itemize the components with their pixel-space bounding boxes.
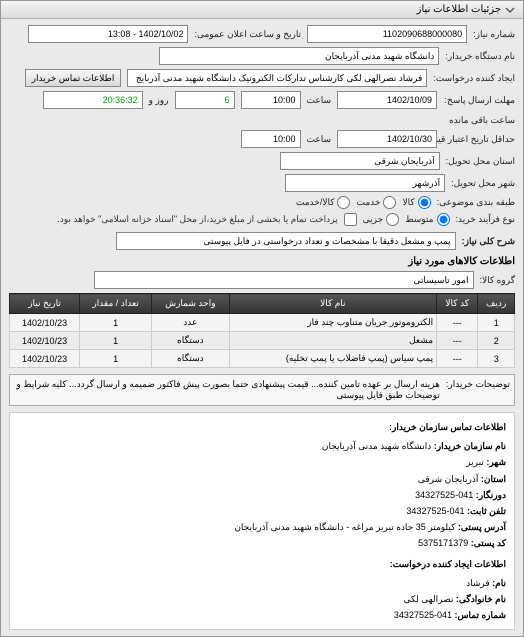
summary-input[interactable] [116,232,456,250]
budget-label: طبقه بندی موضوعی: [437,197,515,208]
contact-title: اطلاعات تماس سازمان خریدار: [18,419,506,435]
th-name: نام کالا [229,294,437,314]
treasury-checkbox[interactable] [344,213,357,226]
validity-time-input[interactable] [241,130,301,148]
contact-line: نام سازمان خریدار: دانشگاه شهید مدنی آذر… [18,438,506,454]
requester-input[interactable] [127,69,427,87]
budget-radio-b[interactable] [383,196,396,209]
panel-title: جزئیات اطلاعات نیاز [417,4,501,15]
budget-opt-a: کالا [402,197,414,208]
table-cell: دستگاه [152,350,229,368]
validity-time-label: ساعت [307,134,332,145]
table-cell: --- [437,332,478,350]
table-cell: پمپ سیاس (پمپ فاضلاب یا پمپ تخلیه) [229,350,437,368]
table-cell: 1 [478,314,515,332]
remain-time-label: ساعت باقی مانده [449,115,515,126]
buytype-radio-b[interactable] [386,213,399,226]
panel-body: شماره نیاز: تاریخ و ساعت اعلان عمومی: نا… [1,19,523,636]
goods-table: ردیف کد کالا نام کالا واحد شمارش تعداد /… [9,293,515,368]
th-qty: تعداد / مقدار [80,294,152,314]
budget-radio-a[interactable] [418,196,431,209]
province-input[interactable] [280,152,440,170]
validity-date-input[interactable] [337,130,437,148]
buy-note: پرداخت تمام یا بخشی از مبلغ خرید،از محل … [57,214,337,225]
contact-title2: اطلاعات ایجاد کننده درخواست: [18,556,506,572]
table-cell: 1 [80,332,152,350]
th-row: ردیف [478,294,515,314]
remain-days-label: روز و [149,95,169,106]
contact-line: دورنگار: 041-34327525 [18,487,506,503]
details-panel: جزئیات اطلاعات نیاز شماره نیاز: تاریخ و … [0,0,524,637]
goods-group-label: گروه کالا: [480,275,515,286]
deadline-date-input[interactable] [337,91,437,109]
table-cell: 1 [80,350,152,368]
deadline-time-input[interactable] [241,91,301,109]
contact-line: شماره تماس: 041-34327525 [18,607,506,623]
contact-line: آدرس پستی: کیلومتر 35 جاده تبریز مراغه -… [18,519,506,535]
city-input[interactable] [285,174,445,192]
public-date-label: تاریخ و ساعت اعلان عمومی: [194,29,301,40]
budget-radio-c[interactable] [337,196,350,209]
deadline-label: مهلت ارسال پاسخ: [443,95,515,106]
th-date: تاریخ نیاز [10,294,80,314]
th-unit: واحد شمارش [152,294,229,314]
deadline-time-label: ساعت [307,95,332,106]
reqnum-input[interactable] [307,25,467,43]
contact-line: کد پستی: 5375171379 [18,535,506,551]
table-cell: --- [437,350,478,368]
table-cell: 3 [478,350,515,368]
contact-line: نام خانوادگی: نصرالهی لکی [18,591,506,607]
buyer-name-label: نام دستگاه خریدار: [445,51,515,62]
table-cell: 2 [478,332,515,350]
table-cell: الکتروموتور جریان متناوب چند فاز [229,314,437,332]
city-label: شهر محل تحویل: [451,178,515,189]
buyer-name-input[interactable] [159,47,439,65]
table-row: 3---پمپ سیاس (پمپ فاضلاب یا پمپ تخلیه)دس… [10,350,515,368]
table-cell: عدد [152,314,229,332]
table-cell: --- [437,314,478,332]
contact-line: تلفن ثابت: 041-34327525 [18,503,506,519]
remain-time-input [43,91,143,109]
goods-group-input[interactable] [94,271,474,289]
table-cell: دستگاه [152,332,229,350]
buytype-label: نوع فرآیند خرید: [456,214,516,225]
goods-info-title: اطلاعات کالاهای مورد نیاز [9,256,515,267]
province-label: استان محل تحویل: [446,156,515,167]
budget-opt-b: خدمت [356,197,380,208]
table-cell: 1402/10/23 [10,350,80,368]
table-cell: 1 [80,314,152,332]
validity-label: حداقل تاریخ اعتبار قیمت: [443,134,515,145]
table-row: 1---الکتروموتور جریان متناوب چند فازعدد1… [10,314,515,332]
contact-line: نام: فرشاد [18,575,506,591]
contact-line: استان: آذربایجان شرقی [18,471,506,487]
requester-label: ایجاد کننده درخواست: [433,73,515,84]
buytype-radio-a[interactable] [437,213,450,226]
table-row: 2---مشعلدستگاه11402/10/23 [10,332,515,350]
summary-label: شرح کلی نیاز: [462,236,515,247]
contact-block: اطلاعات تماس سازمان خریدار: نام سازمان خ… [9,412,515,630]
desc-label: توضیحات خریدار: [446,379,510,401]
panel-header: جزئیات اطلاعات نیاز [1,1,523,19]
table-cell: مشعل [229,332,437,350]
remain-days-input [175,91,235,109]
desc-text: هزینه ارسال بر عهده تامین کننده... قیمت … [14,379,440,401]
reqnum-label: شماره نیاز: [473,29,515,40]
table-cell: 1402/10/23 [10,332,80,350]
buytype-opt-a: متوسط [405,214,433,225]
chevron-down-icon [505,5,515,15]
contact-line: شهر: تبریز [18,454,506,470]
th-code: کد کالا [437,294,478,314]
buyer-contact-button[interactable]: اطلاعات تماس خریدار [25,69,122,87]
buytype-opt-b: جزیی [363,214,384,225]
public-date-input[interactable] [28,25,188,43]
table-cell: 1402/10/23 [10,314,80,332]
budget-opt-c: کالا/خدمت [296,197,335,208]
